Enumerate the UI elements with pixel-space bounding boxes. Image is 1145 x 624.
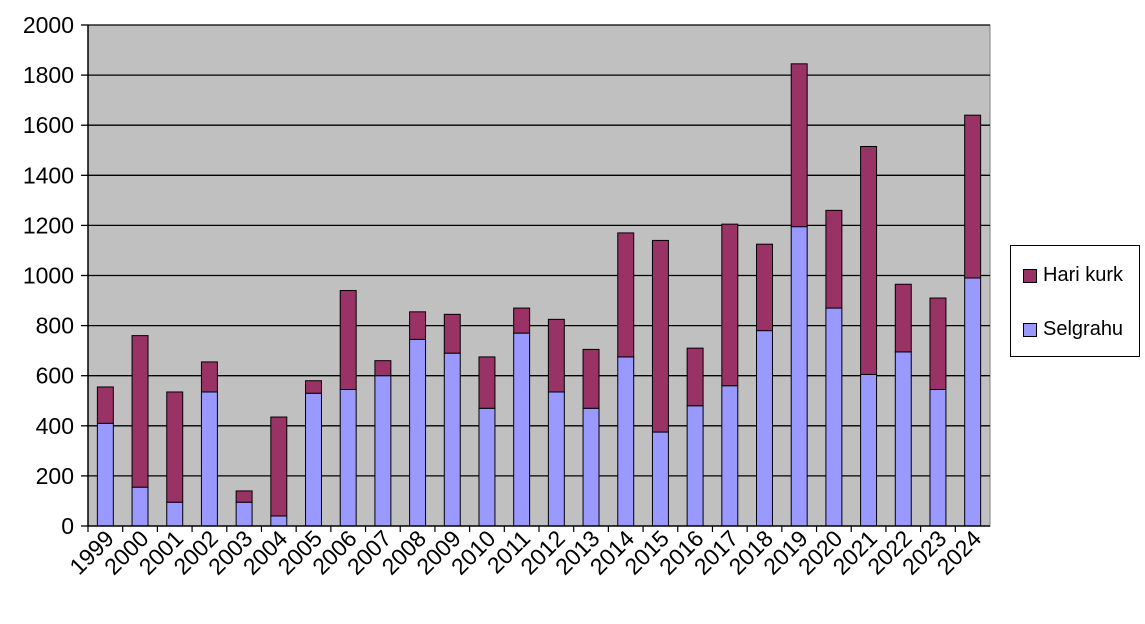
bar-selgrahu-2011 [513,332,531,527]
bar-hari-kurk-2014 [617,232,635,358]
bar-selgrahu-2016 [686,405,704,527]
bar-selgrahu-2010 [478,407,496,527]
y-tick-label: 400 [36,413,74,439]
bar-hari-kurk-2021 [860,145,878,375]
bar-hari-kurk-2011 [513,307,531,334]
y-tick-labels: 0 200 400 600 800 1000 1200 1400 1600 1800 2000 [23,12,88,539]
bar-hari-kurk-2007 [374,360,392,377]
bar-selgrahu-2022 [894,351,912,527]
legend-item-hari-kurk: Hari kurk [1023,264,1123,287]
legend-label-selgrahu: Selgrahu [1043,318,1124,340]
bar-hari-kurk-2001 [166,391,184,503]
bar-selgrahu-2021 [860,373,878,527]
bar-hari-kurk-2012 [547,318,565,393]
bar-hari-kurk-2002 [200,361,218,393]
bar-selgrahu-2008 [409,338,427,527]
bar-selgrahu-2012 [547,391,565,527]
y-tick-label: 2000 [23,12,74,38]
bar-selgrahu-2024 [964,277,982,527]
y-tick-label: 200 [36,463,74,489]
bar-hari-kurk-2004 [270,416,288,517]
legend-swatch-hari-kurk [1023,268,1037,283]
y-tick-label: 1200 [23,212,74,238]
x-tick-labels: 1999200020012002200320042005200620072008… [64,525,986,580]
legend: Hari kurk Selgrahu [1010,245,1140,357]
bar-hari-kurk-2015 [651,239,669,433]
bar-hari-kurk-2000 [131,335,149,488]
legend-swatch-selgrahu [1023,322,1037,337]
bar-selgrahu-2023 [929,388,947,527]
bar-selgrahu-2001 [166,501,184,527]
bar-hari-kurk-2016 [686,347,704,407]
bars [96,63,982,527]
legend-item-selgrahu: Selgrahu [1023,318,1123,341]
bar-selgrahu-2009 [443,352,461,527]
bar-hari-kurk-2023 [929,297,947,390]
y-tick-label: 800 [36,313,74,339]
y-tick-label: 1000 [23,263,74,289]
bar-selgrahu-1999 [96,422,114,527]
legend-label-hari-kurk: Hari kurk [1043,264,1124,286]
bar-hari-kurk-2019 [790,63,808,228]
bar-hari-kurk-2013 [582,348,600,409]
bar-selgrahu-2007 [374,375,392,527]
y-tick-label: 1800 [23,62,74,88]
bar-selgrahu-2002 [200,391,218,527]
bar-hari-kurk-2003 [235,490,253,503]
y-tick-label: 1400 [23,162,74,188]
bar-hari-kurk-1999 [96,386,114,424]
bar-hari-kurk-2005 [305,380,322,394]
bar-hari-kurk-2009 [443,313,461,354]
bar-selgrahu-2003 [235,501,253,527]
bar-selgrahu-2015 [651,431,669,527]
bar-hari-kurk-2010 [478,356,496,409]
bar-selgrahu-2020 [825,307,843,527]
bar-hari-kurk-2018 [756,243,773,332]
bar-hari-kurk-2006 [339,290,357,390]
y-tick-label: 0 [61,513,74,539]
bar-selgrahu-2019 [790,226,808,527]
bar-selgrahu-2018 [756,330,773,527]
bar-hari-kurk-2017 [721,223,739,387]
bar-hari-kurk-2020 [825,209,843,309]
bar-hari-kurk-2024 [964,114,982,279]
bar-selgrahu-2017 [721,385,739,527]
y-tick-label: 1600 [23,112,74,138]
bar-selgrahu-2006 [339,388,357,527]
bar-selgrahu-2005 [305,392,322,527]
y-tick-label: 600 [36,363,74,389]
bar-selgrahu-2013 [582,407,600,527]
bar-selgrahu-2014 [617,356,635,527]
bar-selgrahu-2000 [131,486,149,527]
bar-hari-kurk-2008 [409,311,427,340]
bar-hari-kurk-2022 [894,283,912,353]
